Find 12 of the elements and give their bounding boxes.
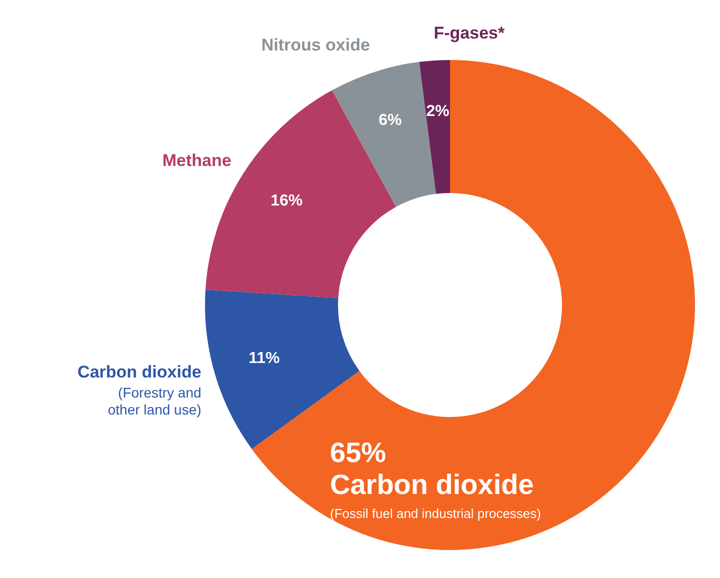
slice-label: F-gases* [434,24,505,43]
slice-label: Carbon dioxide (Fossil fuel and industrial processes) [330,469,541,521]
slice-label: Methane [162,151,232,170]
slice-label: Nitrous oxide [261,36,370,55]
donut-slice [419,60,450,194]
data-label: 2% [426,103,450,120]
data-label: 6% [378,112,402,130]
slice-label: Carbon dioxide (Forestry and other land use) [78,362,202,418]
data-label: 16% [270,192,303,210]
data-label: 65% [330,437,386,468]
donut-slice [252,60,695,550]
data-label: 11% [248,350,280,368]
